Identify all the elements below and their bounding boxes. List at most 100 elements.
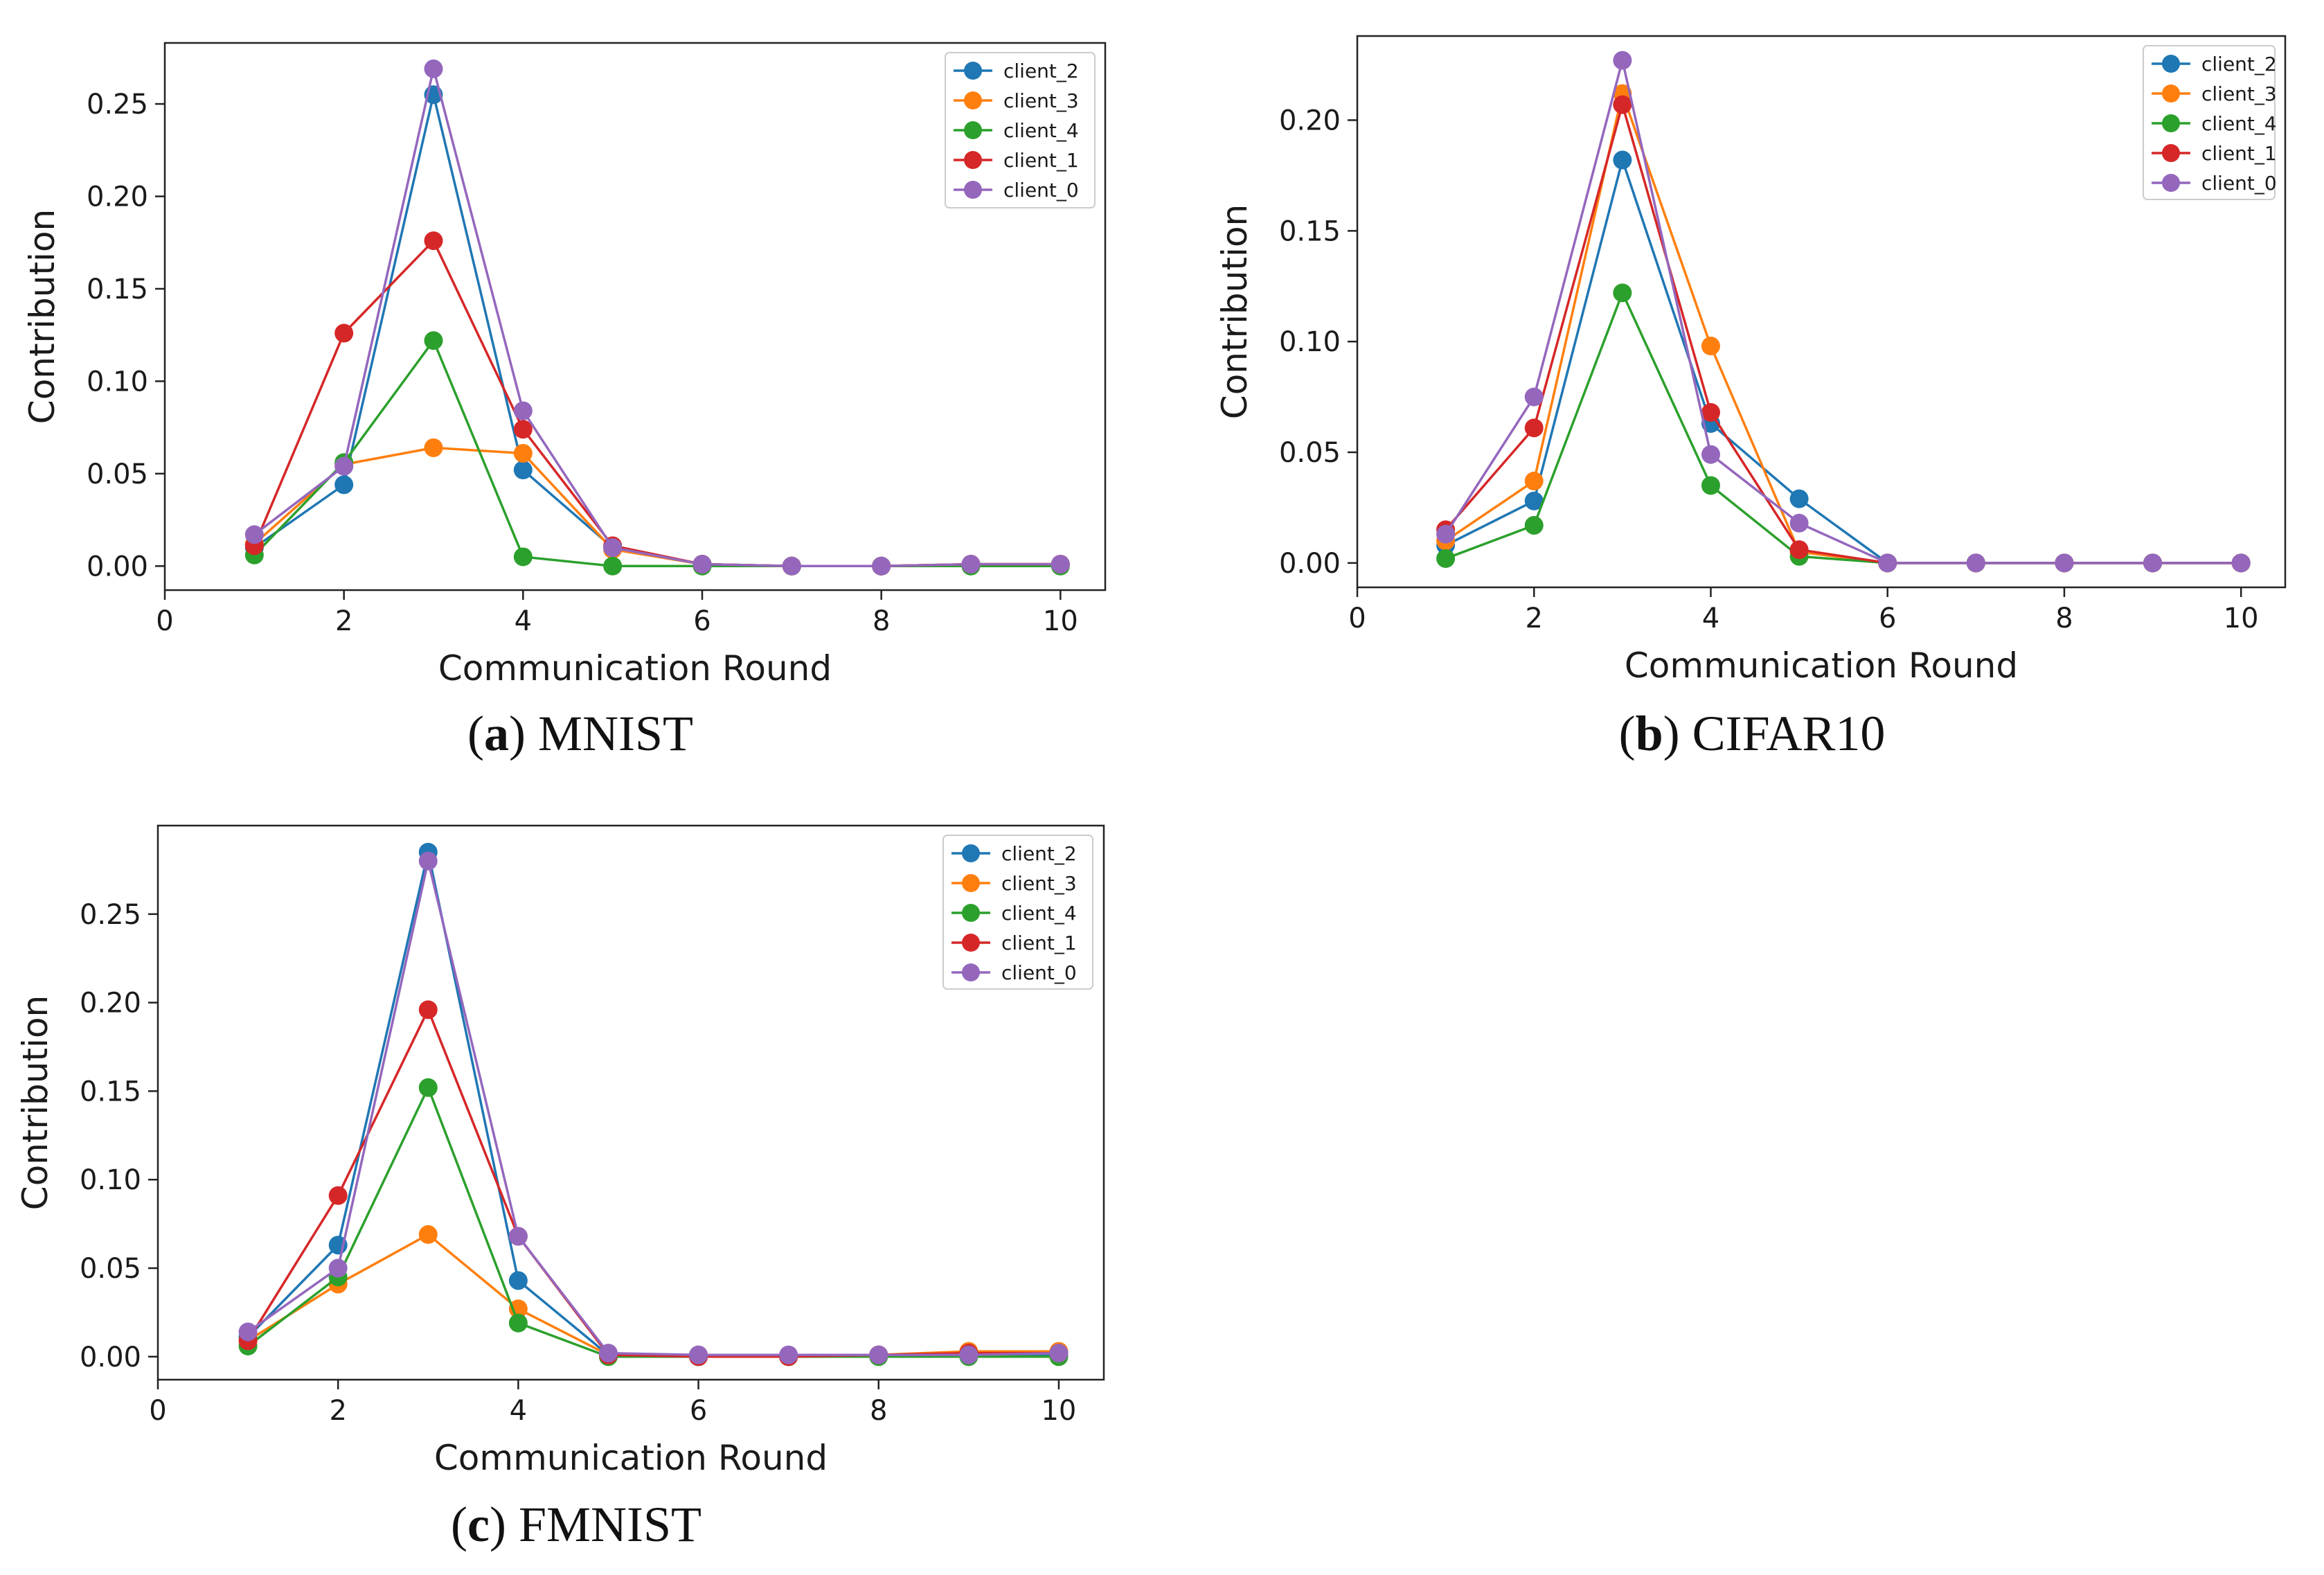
y-tick-label: 0.00 [80, 1342, 141, 1373]
legend-label-client_0: client_0 [2201, 172, 2277, 195]
caption-dataset: FMNIST [518, 1497, 701, 1552]
y-axis-label: Contribution [15, 995, 55, 1210]
data-point-client_2 [334, 475, 354, 495]
legend-marker-client_0 [964, 181, 982, 199]
x-tick-label: 8 [2055, 603, 2073, 634]
legend-marker-client_1 [2162, 144, 2180, 162]
data-point-client_0 [2055, 553, 2074, 573]
y-tick-label: 0.05 [80, 1253, 141, 1285]
x-tick-label: 10 [2224, 603, 2259, 634]
data-point-client_1 [328, 1186, 348, 1205]
caption-cifar10: (b) CIFAR10 [1618, 706, 1886, 761]
data-point-client_0 [1049, 1344, 1069, 1363]
plot-frame [163, 42, 1107, 591]
series-line-client_0 [1445, 59, 2242, 564]
chart-fmnist: 0 2 4 6 8 10 0.00 0.05 0.10 0.15 0.20 0.25 Communica… [15, 824, 1105, 1478]
data-point-client_0 [598, 1344, 618, 1363]
y-tick-label: 0.20 [1279, 105, 1341, 136]
legend-marker-client_1 [964, 151, 982, 169]
x-tick-label: 8 [870, 1395, 887, 1427]
y-tick-label: 0.10 [87, 366, 148, 398]
y-tick-label: 0.15 [1279, 215, 1341, 247]
data-point-client_0 [692, 555, 712, 574]
legend-marker-client_0 [2162, 174, 2180, 192]
legend-marker-client_2 [2162, 55, 2180, 73]
legend-label-client_1: client_1 [2201, 142, 2277, 165]
x-tick-label: 2 [335, 605, 352, 637]
series-line-client_2 [1445, 159, 2242, 564]
data-point-client_1 [1524, 418, 1544, 438]
y-tick-label: 0.05 [1279, 437, 1341, 469]
data-point-client_1 [334, 323, 354, 343]
data-point-client_4 [1436, 549, 1456, 568]
legend-label-client_1: client_1 [1001, 932, 1077, 954]
data-point-client_2 [508, 1271, 528, 1290]
data-point-client_1 [1701, 402, 1720, 422]
y-tick-label: 0.25 [87, 89, 148, 121]
data-point-client_4 [513, 547, 533, 567]
series-line-client_3 [253, 446, 1061, 568]
y-tick-label: 0.05 [87, 459, 148, 490]
data-point-client_0 [1878, 553, 1897, 573]
x-tick-label: 10 [1041, 1395, 1076, 1427]
legend-label-client_4: client_4 [2201, 112, 2277, 135]
legend-marker-client_4 [964, 121, 982, 139]
data-point-client_0 [2143, 553, 2163, 573]
legend-label-client_4: client_4 [1001, 902, 1077, 925]
caption-dataset: MNIST [537, 706, 693, 761]
legend: client_2 client_3 client_4 client_1 client_0 [945, 52, 1096, 208]
data-point-client_0 [2231, 553, 2251, 573]
data-point-client_0 [959, 1345, 978, 1364]
data-point-client_3 [1701, 337, 1720, 356]
data-point-client_3 [513, 444, 533, 463]
data-point-client_0 [603, 538, 623, 558]
data-point-client_0 [424, 59, 443, 78]
data-point-client_0 [1436, 524, 1456, 544]
data-point-client_0 [238, 1322, 258, 1342]
x-axis-label: Communication Round [434, 1438, 828, 1478]
series-line-client_4 [253, 339, 1061, 568]
y-tick-label: 0.25 [80, 899, 141, 931]
caption-fmnist: (c) FMNIST [451, 1497, 701, 1552]
data-point-client_0 [869, 1345, 888, 1364]
series-line-client_4 [1445, 292, 2242, 564]
plot-frame [1356, 35, 2287, 589]
legend: client_2 client_3 client_4 client_1 client_0 [942, 835, 1093, 990]
x-tick-label: 6 [693, 605, 710, 637]
legend-box [945, 52, 1096, 208]
y-tick-label: 0.20 [87, 181, 148, 213]
legend-label-client_3: client_3 [1003, 89, 1079, 112]
x-tick-label: 10 [1043, 605, 1078, 637]
data-point-client_0 [1789, 513, 1809, 533]
y-tick-label: 0.15 [87, 274, 148, 305]
y-tick-label: 0.20 [80, 988, 141, 1020]
data-point-client_0 [1051, 555, 1070, 574]
legend-marker-client_1 [962, 934, 980, 952]
data-point-client_2 [1524, 491, 1544, 510]
legend-label-client_3: client_3 [2201, 82, 2277, 105]
legend-label-client_1: client_1 [1003, 149, 1079, 172]
y-tick-label: 0.10 [1279, 326, 1341, 358]
data-point-client_0 [244, 525, 264, 544]
caption-letter: a [483, 706, 509, 761]
data-point-client_1 [418, 1000, 438, 1020]
data-point-client_0 [418, 851, 438, 871]
data-point-client_0 [961, 555, 981, 574]
series-line-client_2 [247, 851, 1059, 1358]
x-tick-label: 4 [510, 1395, 527, 1427]
caption-dataset: CIFAR10 [1692, 706, 1886, 761]
legend-marker-client_3 [962, 874, 980, 892]
data-point-client_0 [782, 556, 801, 576]
x-tick-label: 4 [1702, 603, 1719, 634]
y-tick-label: 0.00 [1279, 548, 1341, 580]
data-point-client_0 [334, 456, 354, 476]
data-point-client_0 [328, 1258, 348, 1278]
data-point-client_2 [1789, 489, 1809, 508]
series-line-client_3 [1445, 92, 2242, 564]
caption-letter: c [467, 1497, 490, 1552]
data-point-client_0 [1524, 387, 1544, 407]
x-tick-label: 6 [1879, 603, 1896, 634]
data-point-client_1 [513, 420, 533, 439]
chart-cifar10: 0 2 4 6 8 10 0.00 0.05 0.10 0.15 0.20 Communication… [1215, 35, 2287, 686]
